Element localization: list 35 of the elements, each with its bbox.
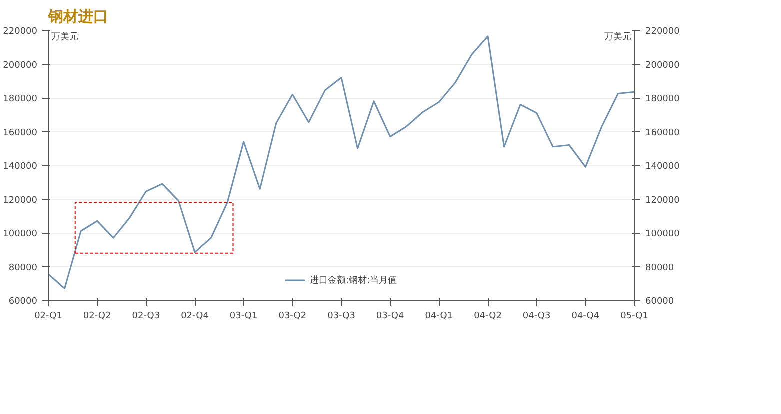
x-tick-label: 03-Q3 [328,312,356,322]
x-tick-label: 03-Q4 [376,312,405,322]
y-tick-label: 160000 [3,128,38,138]
y2-axis-title: 万美元 [604,32,632,42]
y-tick-label: 100000 [3,230,38,240]
y2-tick-label: 140000 [646,162,680,172]
y-tick-label: 80000 [8,263,38,274]
x-tick-label: 04-Q3 [522,312,551,322]
y-tick-label: 200000 [3,60,38,71]
y2-tick-label: 80000 [646,263,674,274]
y-axis-title: 万美元 [52,32,78,42]
x-tick-label: 03-Q1 [230,312,258,322]
x-tick-label: 04-Q1 [425,312,454,322]
y2-tick-label: 60000 [646,297,674,307]
y-tick-label: 220000 [3,27,38,37]
x-tick-label: 04-Q2 [474,312,502,322]
y2-tick-label: 100000 [646,230,680,240]
x-tick-label: 02-Q4 [181,312,210,322]
x-tick-label: 02-Q3 [132,312,160,322]
y2-tick-label: 200000 [646,60,680,71]
y2-tick-label: 160000 [646,128,680,138]
y2-tick-label: 180000 [646,94,680,104]
y2-tick-label: 120000 [646,196,680,206]
legend-label: 进口金额:钢材:当月值 [310,274,398,286]
x-tick-label: 05-Q1 [620,312,648,322]
x-tick-label: 03-Q2 [278,312,307,322]
y-tick-label: 60000 [8,297,38,307]
y-tick-label: 120000 [3,196,38,206]
y2-tick-label: 220000 [646,27,680,37]
x-tick-label: 02-Q1 [34,312,62,322]
chart-title: 钢材进口 [48,8,108,26]
y-tick-label: 180000 [3,94,38,104]
y-tick-label: 140000 [3,162,38,172]
x-tick-label: 02-Q2 [83,312,112,322]
x-tick-label: 04-Q4 [572,312,600,322]
